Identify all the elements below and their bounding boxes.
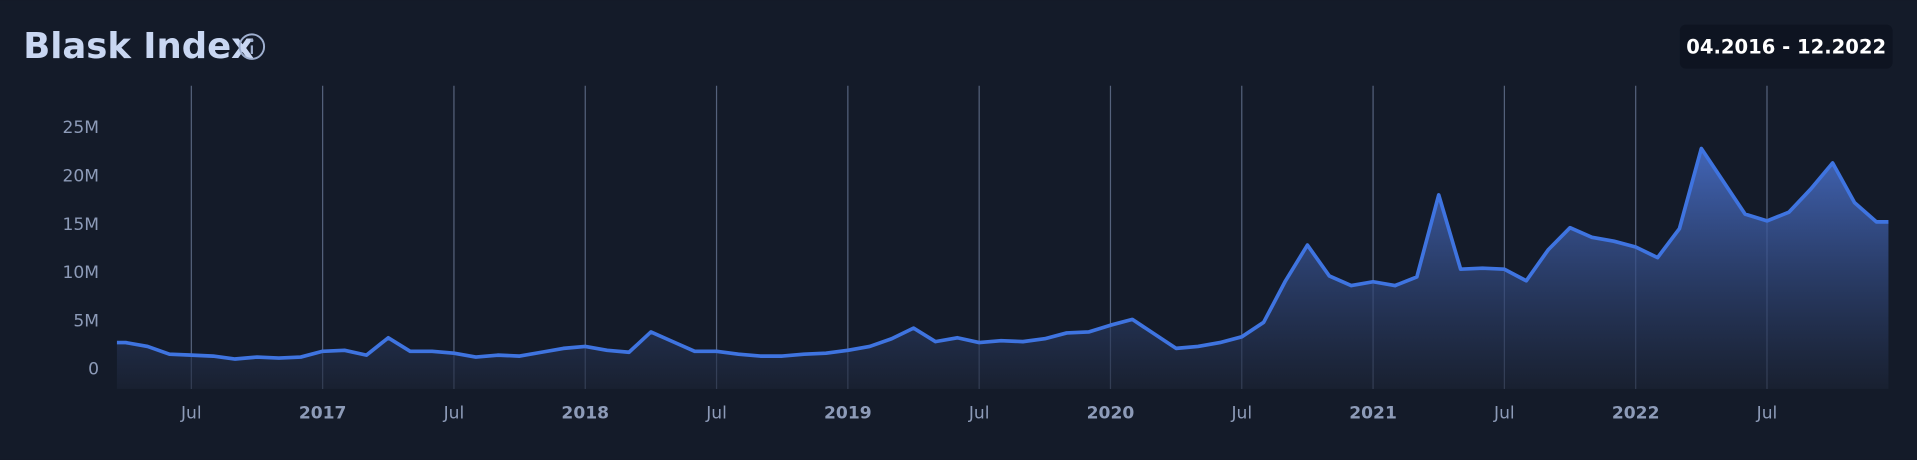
x-tick-label: 2019 [824, 403, 872, 423]
line [116, 146, 1889, 361]
x-tick-label: Jul [1493, 403, 1515, 423]
date-range-box[interactable] [1679, 24, 1893, 69]
y-tick-label: 10M [62, 263, 99, 283]
x-tick-label: 2020 [1087, 403, 1135, 423]
x-tick-label: Jul [443, 403, 465, 423]
x-tick-label: Jul [705, 403, 727, 423]
x-tick-label: Jul [180, 403, 202, 423]
info-icon[interactable] [238, 33, 266, 60]
y-tick-label: 20M [62, 167, 99, 187]
y-tick-label: 5M [73, 311, 99, 331]
area [116, 148, 1889, 389]
y-tick-label: 0 [88, 360, 99, 380]
chart-title: Blask Index [23, 26, 254, 67]
y-tick-label: 25M [62, 118, 99, 138]
y-tick-label: 15M [62, 215, 99, 235]
x-tick-label: 2022 [1612, 403, 1660, 423]
x-tick-label: Jul [1230, 403, 1252, 423]
date-range[interactable]: 04.2016 - 12.2022 [1686, 35, 1886, 58]
x-tick-label: 2017 [299, 403, 347, 423]
x-tick-label: 2021 [1349, 403, 1397, 423]
x-tick-label: 2018 [561, 403, 609, 423]
x-tick-label: Jul [968, 403, 990, 423]
x-tick-label: Jul [1756, 403, 1778, 423]
